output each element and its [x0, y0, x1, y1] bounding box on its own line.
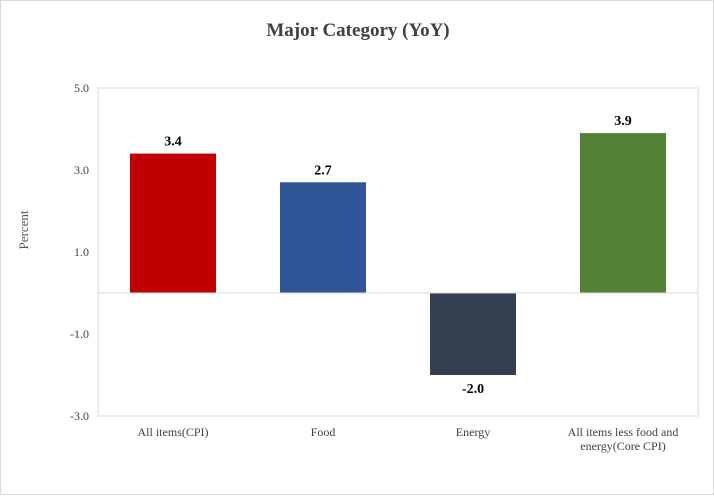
bar: [430, 293, 516, 375]
y-axis-ticks: 5.0 3.0 1.0 -1.0 -3.0: [70, 81, 89, 423]
data-label: 2.7: [314, 163, 332, 178]
plot-area: [97, 87, 699, 417]
chart-title: Major Category (YoY): [266, 20, 449, 41]
x-tick-label: All items(CPI): [138, 425, 209, 439]
y-tick-label: 3.0: [74, 163, 89, 177]
y-tick-label: 1.0: [74, 245, 89, 259]
x-tick-label: Food: [311, 425, 336, 439]
x-tick-label: Energy: [456, 425, 490, 439]
bar: [280, 182, 366, 293]
bar: [580, 133, 666, 293]
x-tick-label: All items less food and energy(Core CPI): [568, 425, 679, 453]
data-label: 3.4: [164, 135, 182, 150]
data-label: -2.0: [462, 382, 484, 397]
bar-series: [130, 133, 666, 375]
y-axis-label: Percent: [16, 210, 31, 249]
data-label: 3.9: [614, 114, 632, 129]
x-axis-categories: All items(CPI) Food Energy All items less f…: [138, 425, 679, 453]
y-tick-label: -1.0: [70, 327, 89, 341]
y-tick-label: -3.0: [70, 409, 89, 423]
bar: [130, 153, 216, 293]
y-tick-label: 5.0: [74, 81, 89, 95]
data-labels: 3.4 2.7 -2.0 3.9: [164, 114, 632, 397]
